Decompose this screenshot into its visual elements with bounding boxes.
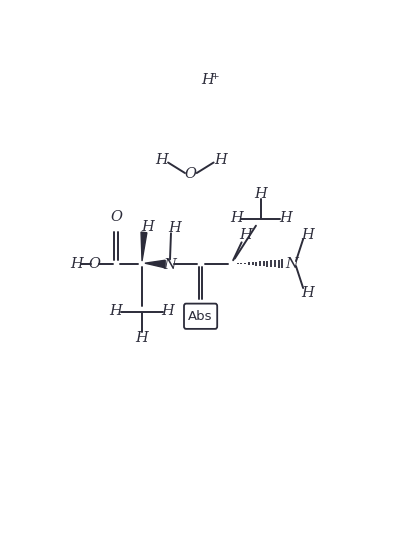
Text: H: H <box>214 153 226 167</box>
Text: O: O <box>185 167 197 181</box>
Text: H: H <box>71 257 83 271</box>
Text: H: H <box>162 304 174 318</box>
Text: H: H <box>136 331 148 345</box>
FancyBboxPatch shape <box>184 304 217 329</box>
Text: H: H <box>279 211 291 225</box>
Text: H: H <box>255 187 267 201</box>
Text: O: O <box>110 210 122 224</box>
Text: N: N <box>285 258 298 271</box>
Polygon shape <box>141 232 147 261</box>
Text: H: H <box>230 211 243 225</box>
Text: H: H <box>201 73 213 88</box>
Text: H: H <box>110 304 122 318</box>
Text: Abs: Abs <box>188 310 213 323</box>
Text: H: H <box>301 228 314 242</box>
Text: O: O <box>89 257 101 271</box>
Text: H: H <box>168 221 181 235</box>
Text: H: H <box>142 220 154 234</box>
Text: H: H <box>239 228 252 242</box>
Text: +: + <box>211 72 220 80</box>
Text: H: H <box>155 153 168 167</box>
Text: H: H <box>301 286 314 300</box>
Text: N: N <box>164 258 176 272</box>
Polygon shape <box>145 260 165 268</box>
